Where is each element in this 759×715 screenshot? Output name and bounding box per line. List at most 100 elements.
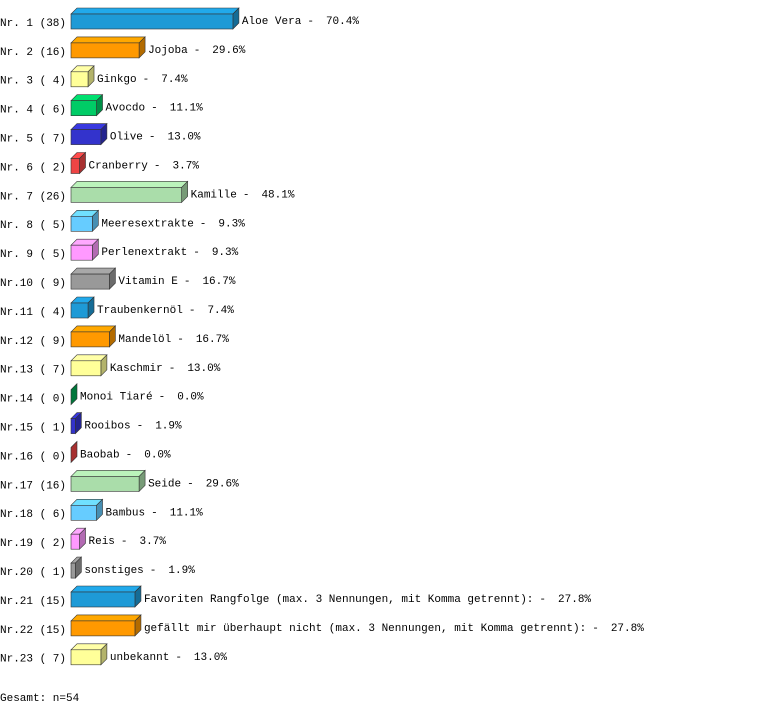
row-label: Nr.15 ( 1) (0, 423, 66, 435)
bar-front (70, 418, 76, 434)
category-name: Olive (110, 132, 143, 144)
category-name: Meeresextrakte (101, 218, 193, 230)
separator: - (243, 189, 250, 201)
separator: - (200, 218, 207, 230)
separator: - (151, 507, 158, 519)
bar (70, 614, 142, 637)
value-label: 27.8% (558, 594, 591, 606)
value-label: 9.3% (218, 218, 245, 230)
category-name: Reis (89, 536, 115, 548)
bar-top (70, 7, 240, 15)
bar-label: Kaschmir -13.0% (110, 363, 221, 375)
bar-top (70, 267, 117, 275)
category-name: Kaschmir (110, 363, 163, 375)
category-name: Bambus (106, 507, 146, 519)
separator: - (154, 160, 161, 172)
value-label: 3.7% (173, 160, 200, 172)
category-name: Baobab (80, 449, 120, 461)
bar (70, 498, 104, 522)
bar-top (70, 36, 146, 44)
category-name: Cranberry (89, 160, 149, 172)
row-label: Nr.11 ( 4) (0, 307, 66, 319)
separator: - (121, 536, 128, 548)
bar (70, 238, 100, 261)
bar (70, 65, 95, 88)
bar-top (70, 181, 189, 188)
bar (70, 325, 117, 348)
value-label: 11.1% (170, 507, 203, 519)
category-name: gefällt mir überhaupt nicht (max. 3 Nenn… (144, 623, 586, 635)
row-label: Nr.12 ( 9) (0, 336, 66, 348)
value-label: 1.9% (168, 565, 195, 577)
separator: - (137, 421, 144, 433)
row-label: Nr. 5 ( 7) (0, 134, 66, 146)
bar-front (70, 71, 89, 88)
bar-label: Baobab -0.0% (80, 449, 171, 461)
bar-label: Reis -3.7% (89, 536, 167, 548)
bar-label: Traubenkernöl -7.4% (97, 305, 234, 317)
row-label: Nr.14 ( 0) (0, 394, 66, 406)
bar (70, 296, 95, 319)
bar-front (70, 42, 140, 59)
bar-top (70, 470, 146, 477)
bar-front (70, 273, 110, 290)
separator: - (177, 334, 184, 346)
category-name: Kamille (191, 189, 237, 201)
bar (70, 267, 117, 290)
value-label: 7.4% (161, 74, 188, 86)
row-label: Nr. 4 ( 6) (0, 105, 66, 117)
value-label: 0.0% (177, 392, 204, 404)
bar-label: Monoi Tiaré -0.0% (80, 392, 204, 404)
separator: - (187, 478, 194, 490)
bar-top (70, 614, 142, 622)
value-label: 48.1% (261, 189, 294, 201)
bar-top (70, 585, 142, 593)
category-name: sonstiges (84, 565, 143, 577)
bar-label: Perlenextrakt -9.3% (101, 247, 238, 259)
separator: - (307, 16, 314, 28)
bar-label: Ginkgo -7.4% (97, 74, 188, 86)
value-label: 1.9% (155, 421, 182, 433)
bar (70, 411, 83, 435)
bar-front (70, 476, 140, 492)
bar-front (70, 158, 80, 174)
value-label: 16.7% (196, 334, 229, 346)
bar-front (70, 302, 89, 319)
separator: - (184, 276, 191, 288)
row-label: Nr.20 ( 1) (0, 567, 66, 579)
category-name: unbekannt (110, 652, 169, 664)
bar-label: Favoriten Rangfolge (max. 3 Nennungen, m… (144, 594, 591, 606)
bar (70, 527, 87, 550)
separator: - (126, 449, 133, 461)
separator: - (143, 74, 150, 86)
bar-front (70, 13, 234, 30)
bar-label: Seide -29.6% (148, 478, 239, 490)
separator: - (169, 363, 176, 375)
value-label: 29.6% (212, 45, 245, 57)
bar (70, 122, 108, 146)
bar-front (70, 187, 182, 203)
category-name: Monoi Tiaré (80, 392, 153, 404)
bar (70, 643, 108, 666)
value-label: 9.3% (212, 247, 239, 259)
row-label: Nr.16 ( 0) (0, 451, 66, 463)
bar-label: Jojoba -29.6% (148, 45, 246, 57)
row-label: Nr.10 ( 9) (0, 278, 66, 290)
bar (70, 36, 146, 59)
bar-label: sonstiges -1.9% (84, 565, 195, 577)
bar-label: Avocdo -11.1% (106, 103, 204, 115)
row-label: Nr.23 ( 7) (0, 654, 66, 666)
bar-front (70, 562, 76, 579)
row-label: Nr. 1 (38) (0, 18, 66, 30)
separator: - (539, 594, 546, 606)
row-label: Nr. 8 ( 5) (0, 220, 66, 232)
category-name: Seide (148, 478, 181, 490)
row-label: Nr. 6 ( 2) (0, 162, 66, 174)
separator: - (592, 623, 599, 635)
category-name: Rooibos (84, 421, 130, 433)
category-name: Traubenkernöl (97, 305, 183, 317)
bar-side (70, 440, 78, 464)
bar-front (70, 360, 102, 377)
bar (70, 382, 78, 406)
